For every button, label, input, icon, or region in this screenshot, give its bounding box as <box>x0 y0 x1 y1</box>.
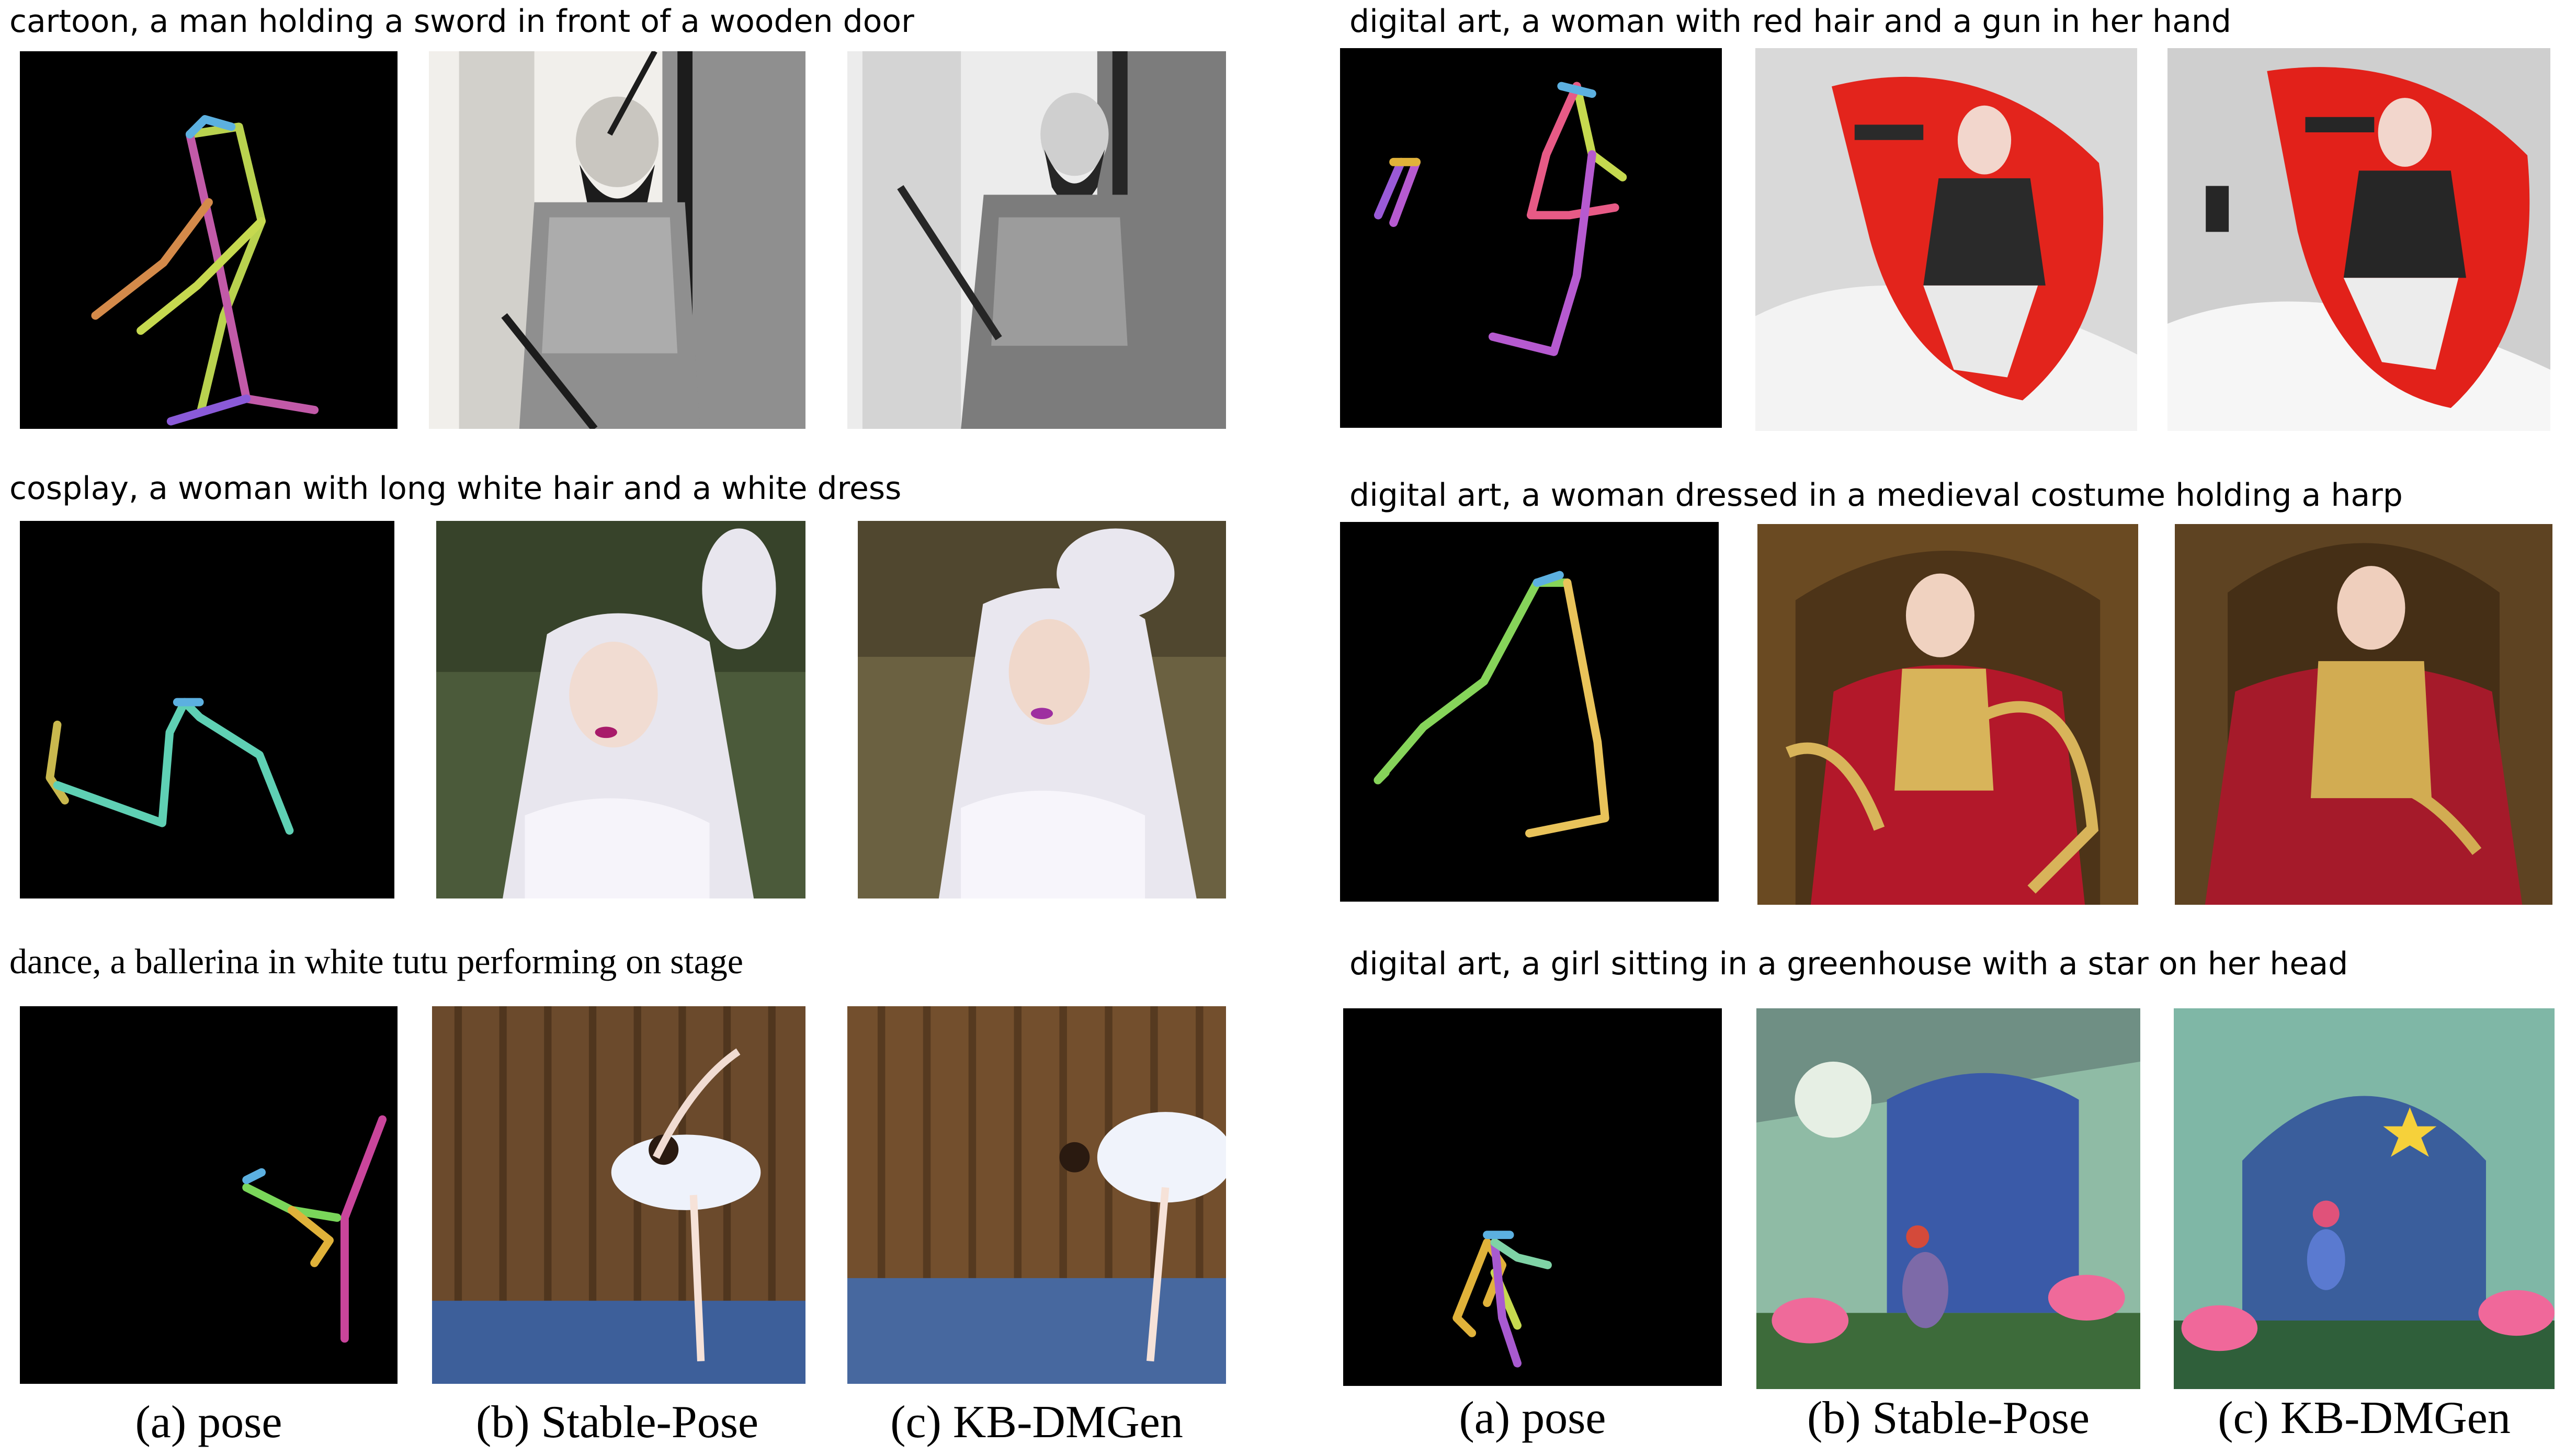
stable-pose-result-image-2 <box>436 521 805 898</box>
right-column-label-stable-pose: (b) Stable-Pose <box>1807 1393 2090 1443</box>
kb-dmgen-result-image-2 <box>858 521 1226 898</box>
panel-caption-4: digital art, a woman with red hair and a… <box>1349 3 2231 40</box>
left-column-label-kb-dmgen: (c) KB-DMGen <box>890 1397 1183 1448</box>
right-column-label-pose: (a) pose <box>1459 1393 1606 1443</box>
pose-skeleton-image-4 <box>1340 48 1722 428</box>
panel-caption-1: cartoon, a man holding a sword in front … <box>9 3 914 40</box>
stable-pose-result-image-4 <box>1755 48 2137 431</box>
right-column-label-kb-dmgen: (c) KB-DMGen <box>2218 1393 2511 1443</box>
pose-skeleton-image-3 <box>20 1006 398 1384</box>
pose-skeleton-image-6 <box>1343 1008 1722 1386</box>
panel-caption-5: digital art, a woman dressed in a mediev… <box>1349 477 2403 514</box>
pose-skeleton-image-2 <box>20 521 394 898</box>
pose-skeleton-image-1 <box>20 51 398 429</box>
left-column-label-pose: (a) pose <box>135 1397 282 1448</box>
stable-pose-result-image-3 <box>432 1006 805 1384</box>
kb-dmgen-result-image-4 <box>2167 48 2550 431</box>
stable-pose-result-image-1 <box>429 51 805 429</box>
panel-caption-6: digital art, a girl sitting in a greenho… <box>1349 946 2348 982</box>
kb-dmgen-result-image-3 <box>847 1006 1226 1384</box>
left-column-label-stable-pose: (b) Stable-Pose <box>475 1397 759 1448</box>
stable-pose-result-image-5 <box>1757 524 2138 905</box>
stable-pose-result-image-6 <box>1756 1008 2140 1389</box>
kb-dmgen-result-image-1 <box>847 51 1226 429</box>
panel-caption-3: dance, a ballerina in white tutu perform… <box>9 941 743 981</box>
pose-skeleton-image-5 <box>1340 522 1719 902</box>
kb-dmgen-result-image-6 <box>2174 1008 2555 1389</box>
panel-caption-2: cosplay, a woman with long white hair an… <box>9 470 902 507</box>
kb-dmgen-result-image-5 <box>2175 524 2552 905</box>
